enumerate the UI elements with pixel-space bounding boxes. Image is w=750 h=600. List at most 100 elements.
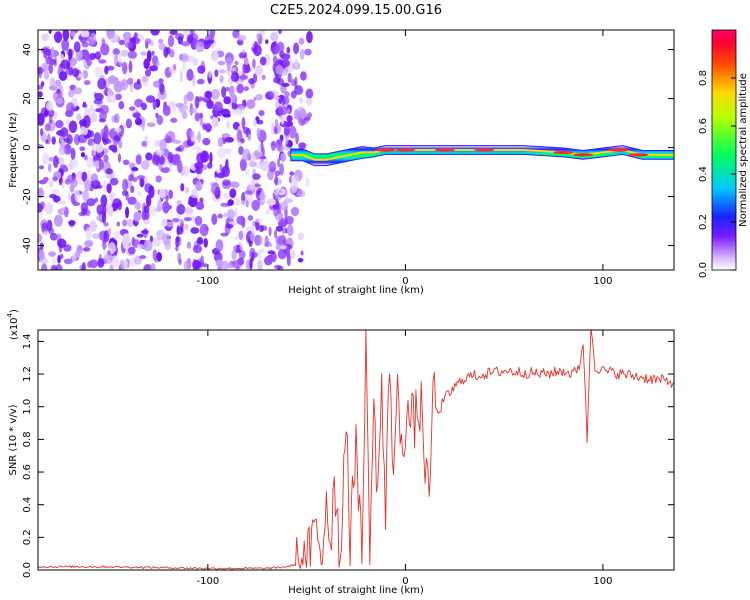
- noise-dot: [223, 192, 228, 199]
- noise-dot: [114, 128, 122, 133]
- noise-dot: [70, 30, 76, 37]
- noise-dot: [245, 200, 249, 208]
- noise-dot: [120, 78, 129, 91]
- noise-dot: [141, 140, 147, 147]
- noise-dot: [286, 224, 294, 237]
- noise-dot: [184, 223, 189, 230]
- signal-peak: [434, 148, 455, 152]
- noise-dot: [107, 255, 114, 261]
- noise-dot: [143, 240, 153, 252]
- noise-dot: [273, 126, 278, 135]
- y-tick-label: -40: [22, 237, 33, 253]
- noise-dot: [94, 92, 104, 101]
- noise-dot: [126, 218, 134, 228]
- noise-dot: [256, 119, 264, 125]
- noise-dot: [231, 102, 238, 110]
- noise-dot: [239, 158, 247, 171]
- noise-dot: [190, 137, 196, 142]
- noise-dot: [270, 32, 279, 42]
- noise-dot: [58, 146, 67, 156]
- noise-dot: [271, 122, 275, 136]
- noise-dot: [83, 154, 88, 161]
- colorbar-tick-label: 0.8: [698, 70, 709, 86]
- noise-dot: [203, 237, 208, 248]
- noise-dot: [149, 235, 154, 243]
- noise-dot: [224, 57, 234, 67]
- noise-dot: [82, 189, 90, 202]
- noise-dot: [203, 263, 207, 268]
- noise-dot: [236, 215, 246, 225]
- noise-dot: [238, 250, 246, 260]
- noise-dot: [226, 202, 231, 207]
- noise-dot: [258, 235, 263, 245]
- signal-band: [290, 145, 674, 167]
- noise-dot: [62, 30, 70, 42]
- noise-dot: [182, 62, 186, 72]
- noise-dot: [59, 164, 67, 170]
- noise-dot: [258, 193, 266, 200]
- noise-dot: [241, 148, 251, 161]
- noise-dot: [46, 219, 53, 232]
- x-tick-label: 100: [593, 276, 612, 287]
- noise-dot: [94, 66, 104, 78]
- noise-dot: [265, 39, 269, 44]
- noise-dot: [223, 212, 228, 218]
- noise-dot: [154, 257, 158, 263]
- noise-dot: [280, 245, 287, 250]
- noise-dot: [66, 102, 75, 115]
- noise-dot: [183, 260, 190, 270]
- noise-dot: [118, 100, 125, 110]
- noise-dot: [171, 218, 180, 223]
- noise-dot: [209, 152, 213, 165]
- noise-dot: [290, 206, 300, 217]
- noise-dot: [279, 201, 289, 211]
- noise-dot: [107, 250, 111, 256]
- noise-dot: [114, 93, 123, 101]
- noise-dot: [61, 39, 70, 51]
- noise-dot: [69, 183, 75, 193]
- noise-dot: [277, 249, 287, 260]
- noise-dot: [168, 166, 172, 173]
- noise-dot: [158, 155, 166, 165]
- noise-dot: [150, 30, 160, 36]
- noise-dot: [127, 50, 138, 59]
- snr-line: [38, 330, 674, 570]
- noise-dot: [143, 264, 153, 270]
- noise-dot: [38, 91, 43, 98]
- noise-dot: [155, 112, 159, 118]
- noise-dot: [47, 163, 52, 173]
- noise-dot: [141, 118, 146, 132]
- noise-dot: [57, 90, 63, 98]
- noise-dot: [188, 107, 198, 114]
- spectrogram-xlabel: Height of straight line (km): [288, 285, 424, 296]
- noise-dot: [155, 175, 162, 183]
- noise-dot: [82, 115, 91, 129]
- noise-dot: [122, 219, 128, 227]
- noise-dot: [211, 213, 218, 226]
- noise-dot: [144, 69, 152, 77]
- noise-dot: [291, 249, 296, 260]
- noise-dot: [213, 251, 223, 263]
- noise-dot: [100, 104, 109, 115]
- noise-dot: [98, 118, 106, 123]
- noise-dot: [217, 60, 226, 66]
- noise-dot: [273, 229, 278, 239]
- noise-dot: [265, 91, 275, 100]
- noise-dot: [183, 30, 191, 37]
- noise-dot: [275, 243, 283, 251]
- noise-dot: [131, 167, 139, 172]
- noise-dot: [195, 181, 203, 191]
- noise-dot: [194, 95, 200, 109]
- noise-dot: [118, 124, 125, 138]
- noise-dot: [238, 104, 245, 111]
- noise-dot: [182, 164, 190, 177]
- noise-dot: [287, 72, 292, 84]
- noise-dot: [58, 53, 65, 60]
- noise-dot: [285, 136, 289, 145]
- noise-dot: [228, 85, 235, 96]
- noise-dot: [127, 196, 137, 206]
- noise-dot: [149, 65, 158, 72]
- noise-dot: [82, 101, 87, 108]
- noise-dot: [84, 54, 90, 62]
- noise-dot: [45, 101, 54, 111]
